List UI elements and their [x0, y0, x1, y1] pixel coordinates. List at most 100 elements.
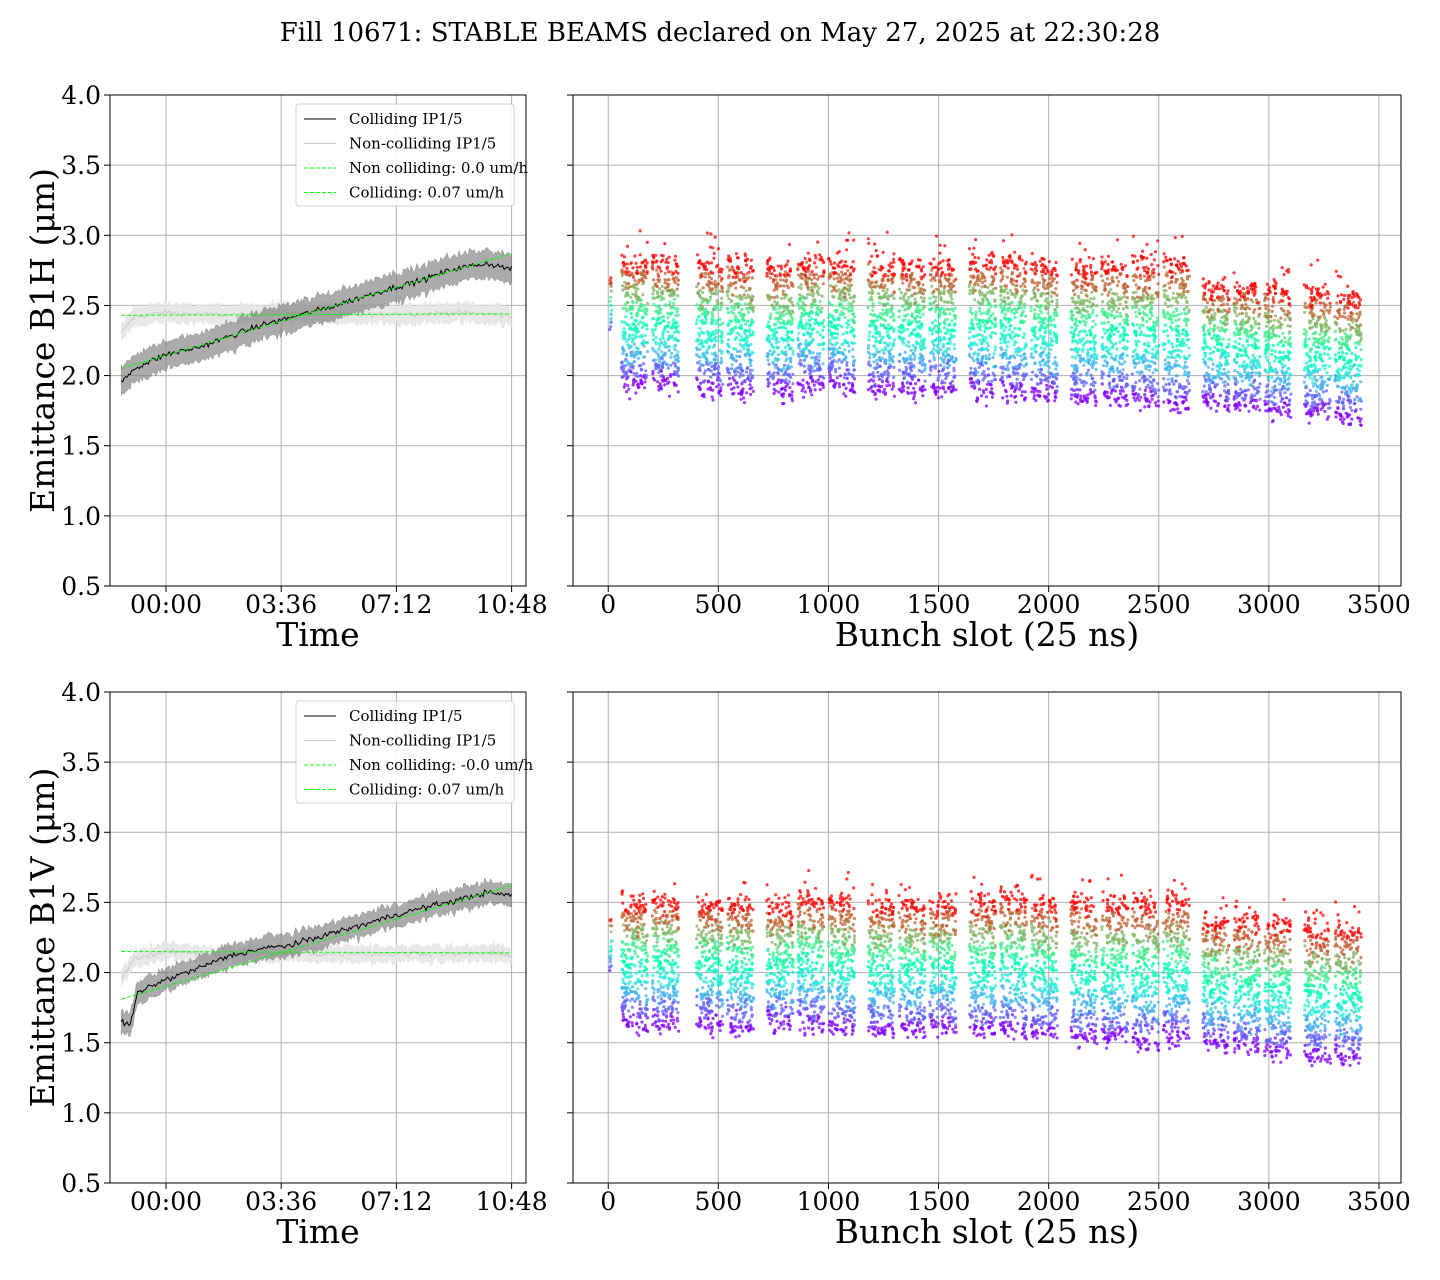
scatter-point	[701, 393, 705, 397]
scatter-point	[891, 265, 895, 269]
scatter-point	[1074, 317, 1078, 321]
scatter-point	[738, 362, 743, 367]
x-tick-label: 2000	[1017, 590, 1081, 619]
scatter-point	[627, 270, 631, 274]
scatter-point	[1081, 357, 1086, 361]
scatter-point	[1046, 364, 1050, 368]
scatter-point	[1045, 399, 1050, 403]
scatter-point	[791, 311, 795, 315]
scatter-point	[633, 254, 637, 258]
scatter-point	[904, 275, 909, 279]
scatter-point	[719, 379, 723, 383]
scatter-point	[807, 385, 811, 389]
scatter-point	[622, 374, 626, 378]
scatter-point	[904, 292, 908, 296]
scatter-point	[902, 298, 906, 302]
scatter-point	[1074, 356, 1078, 360]
scatter-point	[1075, 262, 1079, 266]
scatter-point	[848, 296, 852, 300]
scatter-point	[1082, 280, 1087, 284]
scatter-point	[632, 371, 636, 376]
scatter-point	[1041, 322, 1045, 326]
legend-entry: Colliding IP1/5	[349, 110, 463, 128]
scatter-point	[714, 289, 718, 293]
scatter-point	[1118, 392, 1123, 396]
scatter-point	[883, 272, 887, 277]
scatter-point	[1071, 289, 1075, 293]
scatter-point	[725, 290, 729, 294]
scatter-point	[975, 399, 979, 403]
scatter-point	[883, 359, 888, 363]
scatter-point	[905, 358, 909, 362]
scatter-point	[636, 347, 640, 351]
scatter-point	[887, 269, 891, 273]
scatter-point	[980, 346, 985, 350]
scatter-point	[720, 349, 724, 353]
scatter-point	[1020, 358, 1024, 362]
scatter-point	[770, 353, 774, 357]
scatter-point	[809, 305, 814, 309]
scatter-point	[907, 372, 911, 376]
scatter-point	[658, 342, 662, 346]
scatter-point	[1022, 332, 1026, 336]
scatter-point	[729, 299, 734, 303]
scatter-point	[1131, 291, 1136, 295]
scatter-point	[813, 299, 817, 303]
scatter-point	[634, 292, 638, 296]
scatter-point	[910, 391, 914, 395]
scatter-point	[972, 342, 976, 346]
scatter-point	[921, 312, 925, 316]
scatter-point	[776, 281, 780, 285]
scatter-point	[922, 337, 927, 341]
scatter-point	[818, 300, 822, 304]
scatter-point	[791, 382, 795, 386]
scatter-point	[907, 319, 911, 323]
scatter-point	[716, 247, 721, 251]
scatter-point	[1033, 295, 1037, 299]
scatter-point	[1073, 381, 1077, 385]
scatter-point	[1089, 278, 1093, 282]
scatter-point	[851, 347, 855, 352]
scatter-point	[934, 348, 938, 353]
y-tick-label: 3.5	[61, 151, 101, 180]
scatter-point	[751, 309, 755, 313]
scatter-point	[729, 319, 733, 324]
scatter-point	[744, 259, 748, 263]
scatter-point	[657, 357, 661, 361]
scatter-point	[637, 385, 641, 389]
scatter-point	[849, 273, 853, 277]
scatter-point	[1018, 254, 1022, 259]
scatter-point	[943, 390, 947, 394]
scatter-point	[625, 262, 629, 266]
scatter-point	[948, 312, 952, 316]
scatter-point	[828, 379, 832, 383]
scatter-point	[872, 355, 876, 359]
scatter-point	[772, 323, 776, 327]
scatter-point	[798, 293, 802, 297]
scatter-point	[652, 302, 656, 306]
scatter-point	[1086, 283, 1090, 287]
scatter-point	[913, 302, 917, 306]
scatter-point	[673, 258, 677, 262]
scatter-point	[1002, 328, 1006, 333]
scatter-point	[1148, 386, 1152, 390]
scatter-point	[735, 295, 739, 299]
scatter-point	[1041, 285, 1045, 289]
scatter-point	[852, 362, 856, 366]
scatter-point	[719, 270, 723, 274]
scatter-point	[1105, 360, 1109, 365]
scatter-point	[903, 308, 907, 312]
scatter-point	[707, 279, 711, 283]
scatter-point	[735, 256, 740, 260]
scatter-point	[1151, 387, 1155, 391]
scatter-point	[1016, 274, 1020, 278]
scatter-point	[837, 382, 841, 386]
scatter-point	[732, 305, 736, 309]
scatter-point	[1131, 274, 1135, 278]
scatter-point	[969, 321, 973, 325]
scatter-point	[1077, 269, 1081, 273]
scatter-point	[710, 332, 714, 336]
scatter-point	[928, 326, 932, 330]
scatter-point	[737, 320, 741, 324]
scatter-point	[932, 301, 936, 305]
